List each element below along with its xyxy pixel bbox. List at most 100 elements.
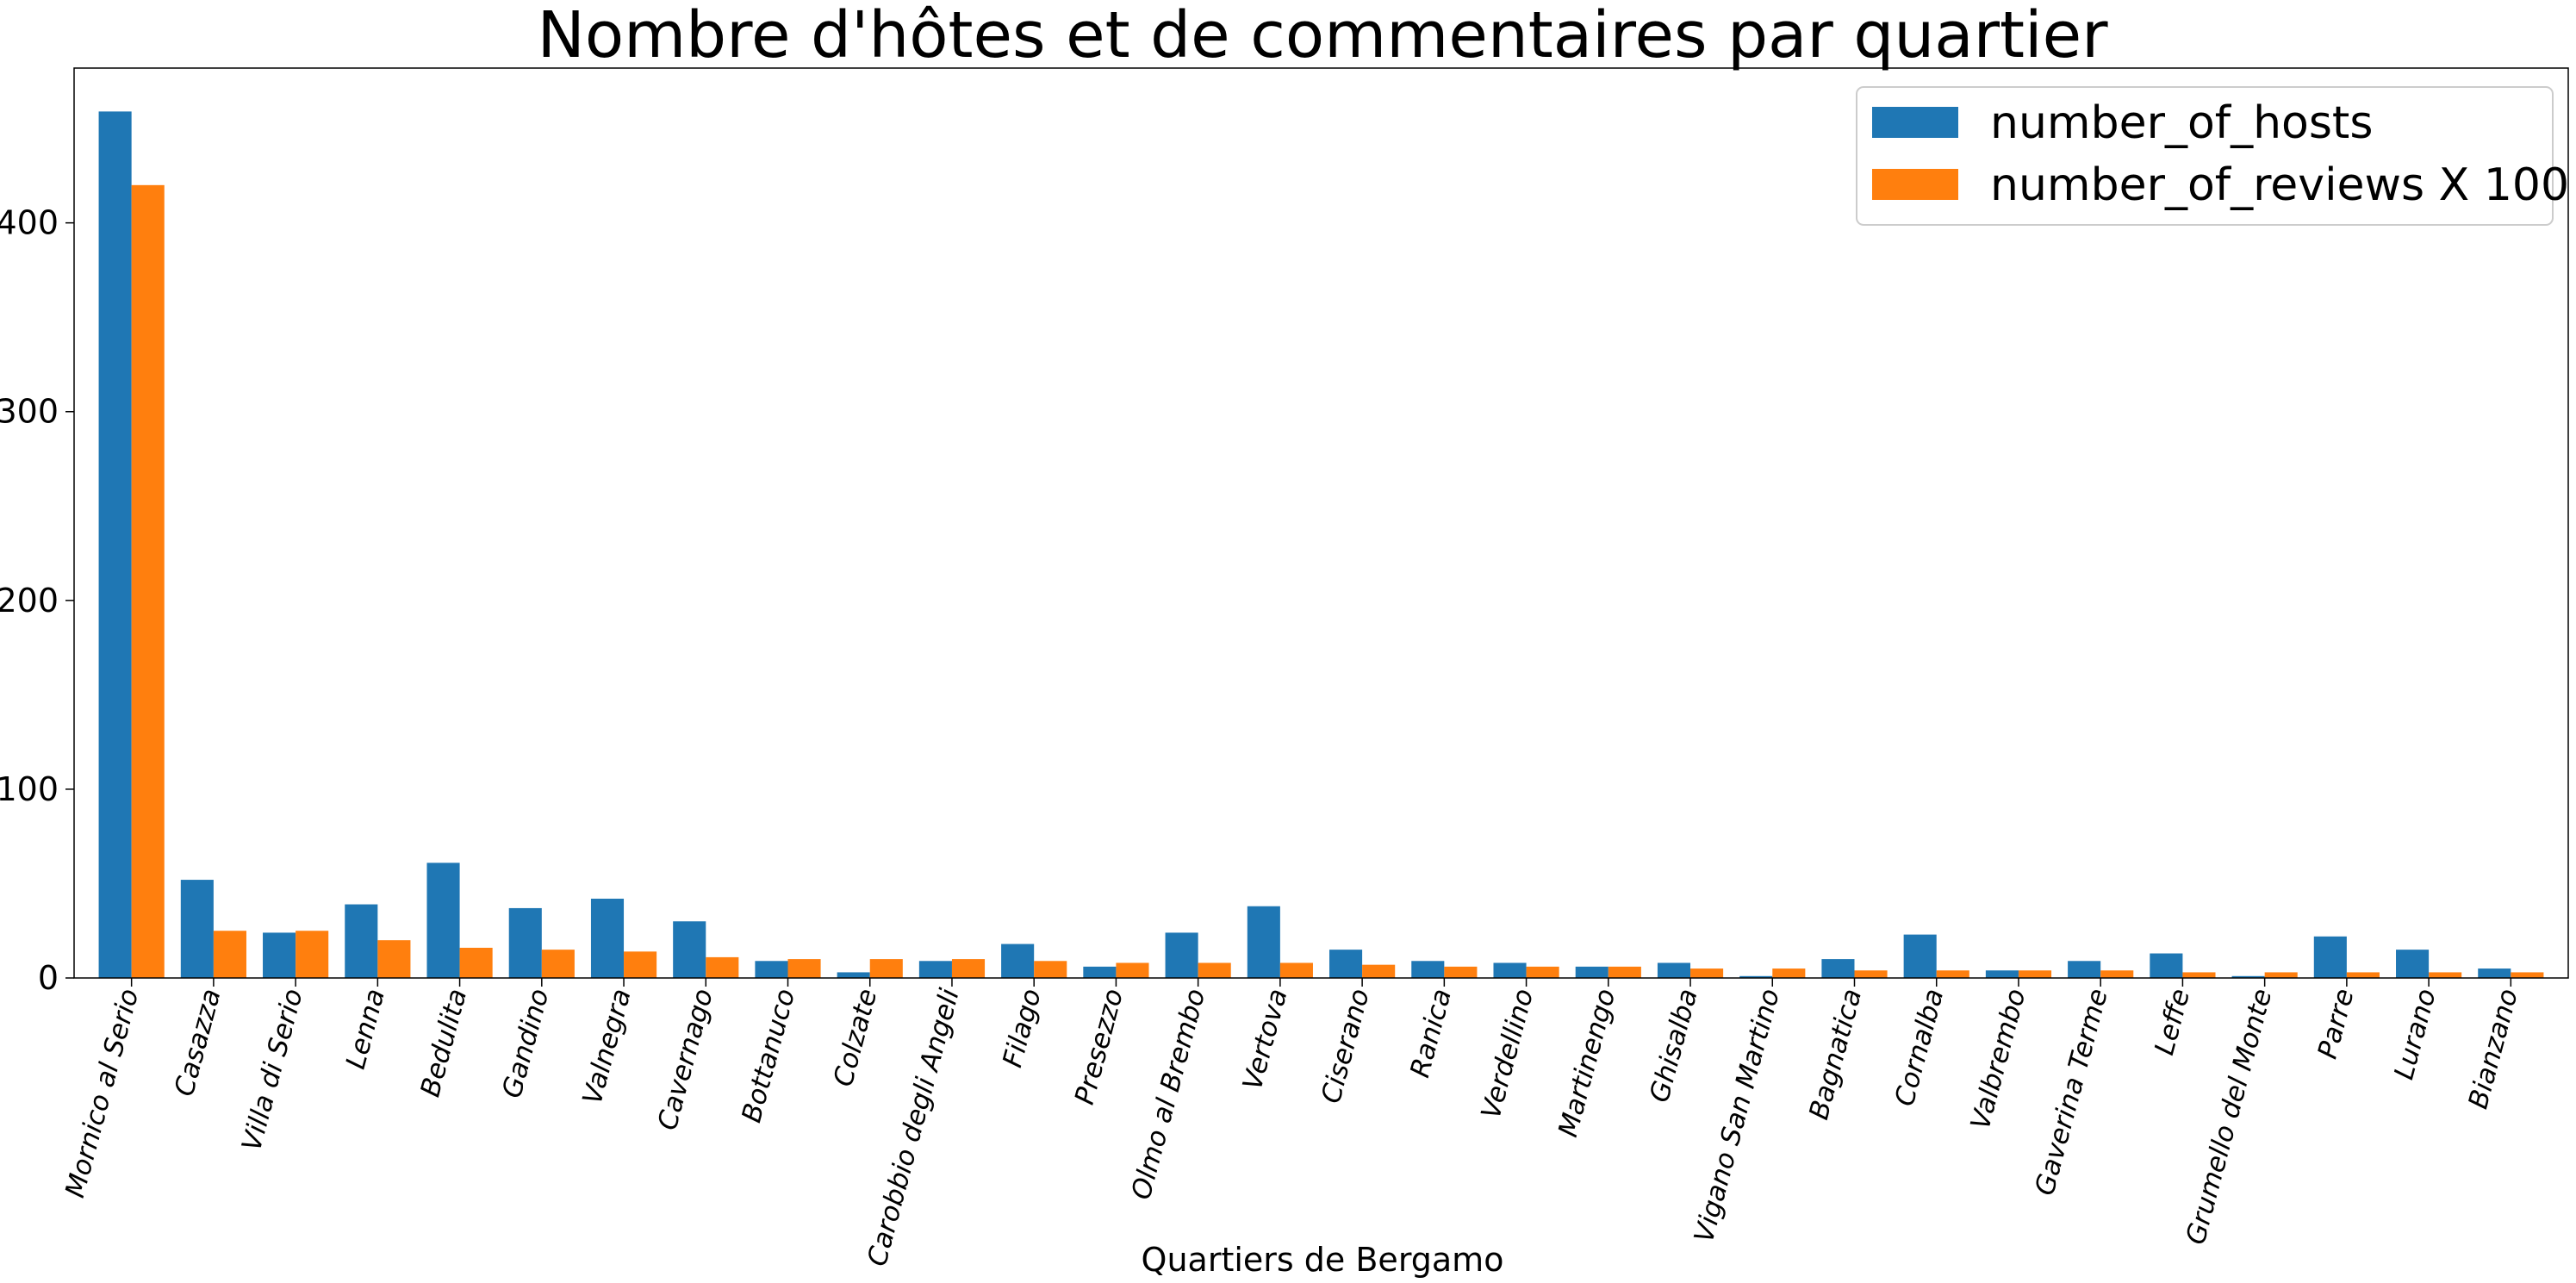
bar-hosts-22 [1903, 934, 1937, 978]
legend: number_of_hosts number_of_reviews X 100 [1856, 86, 2569, 226]
y-tick-label: 100 [0, 770, 59, 808]
bar-reviews-3 [377, 940, 411, 978]
bar-reviews-26 [2264, 972, 2298, 978]
x-tick-label: Mornico al Serio [59, 986, 145, 1201]
bar-reviews-7 [706, 956, 739, 978]
bar-reviews-10 [951, 959, 986, 978]
bar-hosts-12 [1083, 966, 1117, 978]
bar-reviews-18 [1608, 966, 1641, 978]
bar-hosts-6 [590, 898, 625, 978]
x-tick-label: Bagnatica [1803, 986, 1868, 1123]
x-tick-label: Villa di Serio [236, 986, 309, 1155]
bar-reviews-21 [1854, 970, 1888, 978]
bar-reviews-9 [869, 959, 903, 978]
bar-hosts-25 [2150, 953, 2183, 978]
bar-hosts-27 [2313, 936, 2347, 978]
bar-hosts-7 [673, 921, 706, 978]
x-tick-label: Filago [997, 986, 1048, 1071]
bar-hosts-28 [2396, 950, 2430, 978]
legend-label-hosts: number_of_hosts [1990, 97, 2373, 149]
bar-hosts-24 [2068, 961, 2101, 978]
bar-reviews-23 [2018, 970, 2052, 978]
bar-hosts-17 [1493, 962, 1527, 978]
y-tick-label: 0 [38, 959, 59, 997]
x-tick-label: Carobbio degli Angeli [862, 985, 966, 1269]
bar-hosts-0 [98, 111, 132, 978]
x-axis: Mornico al Serio Casazza Villa di Serio Len… [59, 978, 2524, 1269]
bar-hosts-10 [918, 961, 952, 978]
bar-hosts-18 [1575, 966, 1608, 978]
bar-hosts-11 [1001, 944, 1035, 978]
chart-title: Nombre d'hôtes et de commentaires par qu… [537, 0, 2108, 72]
bar-reviews-8 [787, 959, 821, 978]
legend-label-reviews: number_of_reviews X 100 [1990, 159, 2569, 211]
x-tick-label: Cavernago [652, 986, 719, 1134]
x-tick-label: Gandino [496, 986, 555, 1101]
bar-hosts-14 [1247, 906, 1280, 978]
legend-box [1856, 86, 2554, 226]
x-tick-label: Valbrembo [1965, 986, 2032, 1133]
bar-reviews-29 [2511, 972, 2544, 978]
bar-reviews-27 [2346, 972, 2380, 978]
x-tick-label: Colzate [828, 986, 884, 1090]
bar-reviews-2 [296, 931, 329, 978]
x-tick-label: Ghisalba [1644, 986, 1704, 1105]
bar-hosts-16 [1411, 961, 1445, 978]
bar-hosts-19 [1657, 962, 1691, 978]
bar-reviews-14 [1279, 962, 1313, 978]
bar-hosts-3 [345, 904, 378, 978]
x-tick-label: Martinengo [1552, 986, 1621, 1141]
x-tick-label: Vigano San Martino [1689, 986, 1786, 1246]
bar-reviews-1 [213, 931, 246, 978]
bar-reviews-12 [1116, 962, 1149, 978]
bar-hosts-15 [1329, 950, 1363, 978]
y-tick-label: 200 [0, 582, 59, 620]
bar-reviews-11 [1034, 961, 1067, 978]
x-tick-label: Presezzo [1069, 986, 1129, 1108]
x-tick-label: Valnegra [577, 986, 638, 1108]
x-tick-label: Verdellino [1476, 986, 1540, 1122]
bar-reviews-15 [1362, 964, 1396, 978]
bar-reviews-16 [1444, 966, 1478, 978]
bar-hosts-13 [1165, 932, 1198, 978]
bar-reviews-6 [624, 951, 657, 978]
x-tick-label: Lurano [2388, 986, 2442, 1083]
x-tick-label: Cornalba [1889, 986, 1951, 1110]
bar-reviews-25 [2182, 972, 2216, 978]
bar-reviews-19 [1690, 968, 1724, 978]
legend-swatch-reviews [1872, 169, 1958, 200]
bar-reviews-4 [459, 947, 493, 978]
bar-reviews-22 [1936, 970, 1969, 978]
y-axis: 0 100 200 300 400 [0, 204, 74, 997]
bar-hosts-4 [426, 863, 460, 978]
x-tick-label: Bianzano [2462, 986, 2524, 1112]
x-tick-label: Olmo al Brembo [1126, 986, 1212, 1203]
bar-hosts-20 [1739, 975, 1773, 978]
bar-hosts-26 [2231, 975, 2265, 978]
x-tick-label: Lenna [340, 986, 391, 1073]
bar-hosts-21 [1821, 959, 1855, 978]
bar-reviews-24 [2100, 970, 2134, 978]
x-tick-label: Bottanuco [736, 986, 801, 1126]
bar-hosts-5 [508, 907, 542, 978]
x-tick-label: Gaverina Terme [2029, 986, 2114, 1199]
plot-frame [73, 67, 2569, 979]
bar-reviews-17 [1526, 966, 1559, 978]
bar-reviews-28 [2429, 972, 2462, 978]
x-tick-label: Ciserano [1316, 986, 1376, 1107]
bar-hosts-8 [755, 961, 788, 978]
x-tick-label: Ranica [1404, 986, 1458, 1081]
y-tick-label: 400 [0, 204, 59, 242]
x-tick-label: Leffe [2149, 986, 2196, 1058]
x-tick-label: Vertova [1237, 986, 1294, 1093]
x-tick-label: Casazza [169, 986, 227, 1099]
bar-reviews-0 [131, 184, 165, 978]
bar-hosts-2 [263, 932, 296, 978]
bar-hosts-23 [1985, 970, 2019, 978]
bar-hosts-1 [180, 880, 214, 978]
x-axis-label: Quartiers de Bergamo [1142, 1241, 1504, 1279]
bar-hosts-29 [2478, 968, 2511, 978]
y-tick-label: 300 [0, 393, 59, 431]
bar-reviews-20 [1772, 968, 1806, 978]
